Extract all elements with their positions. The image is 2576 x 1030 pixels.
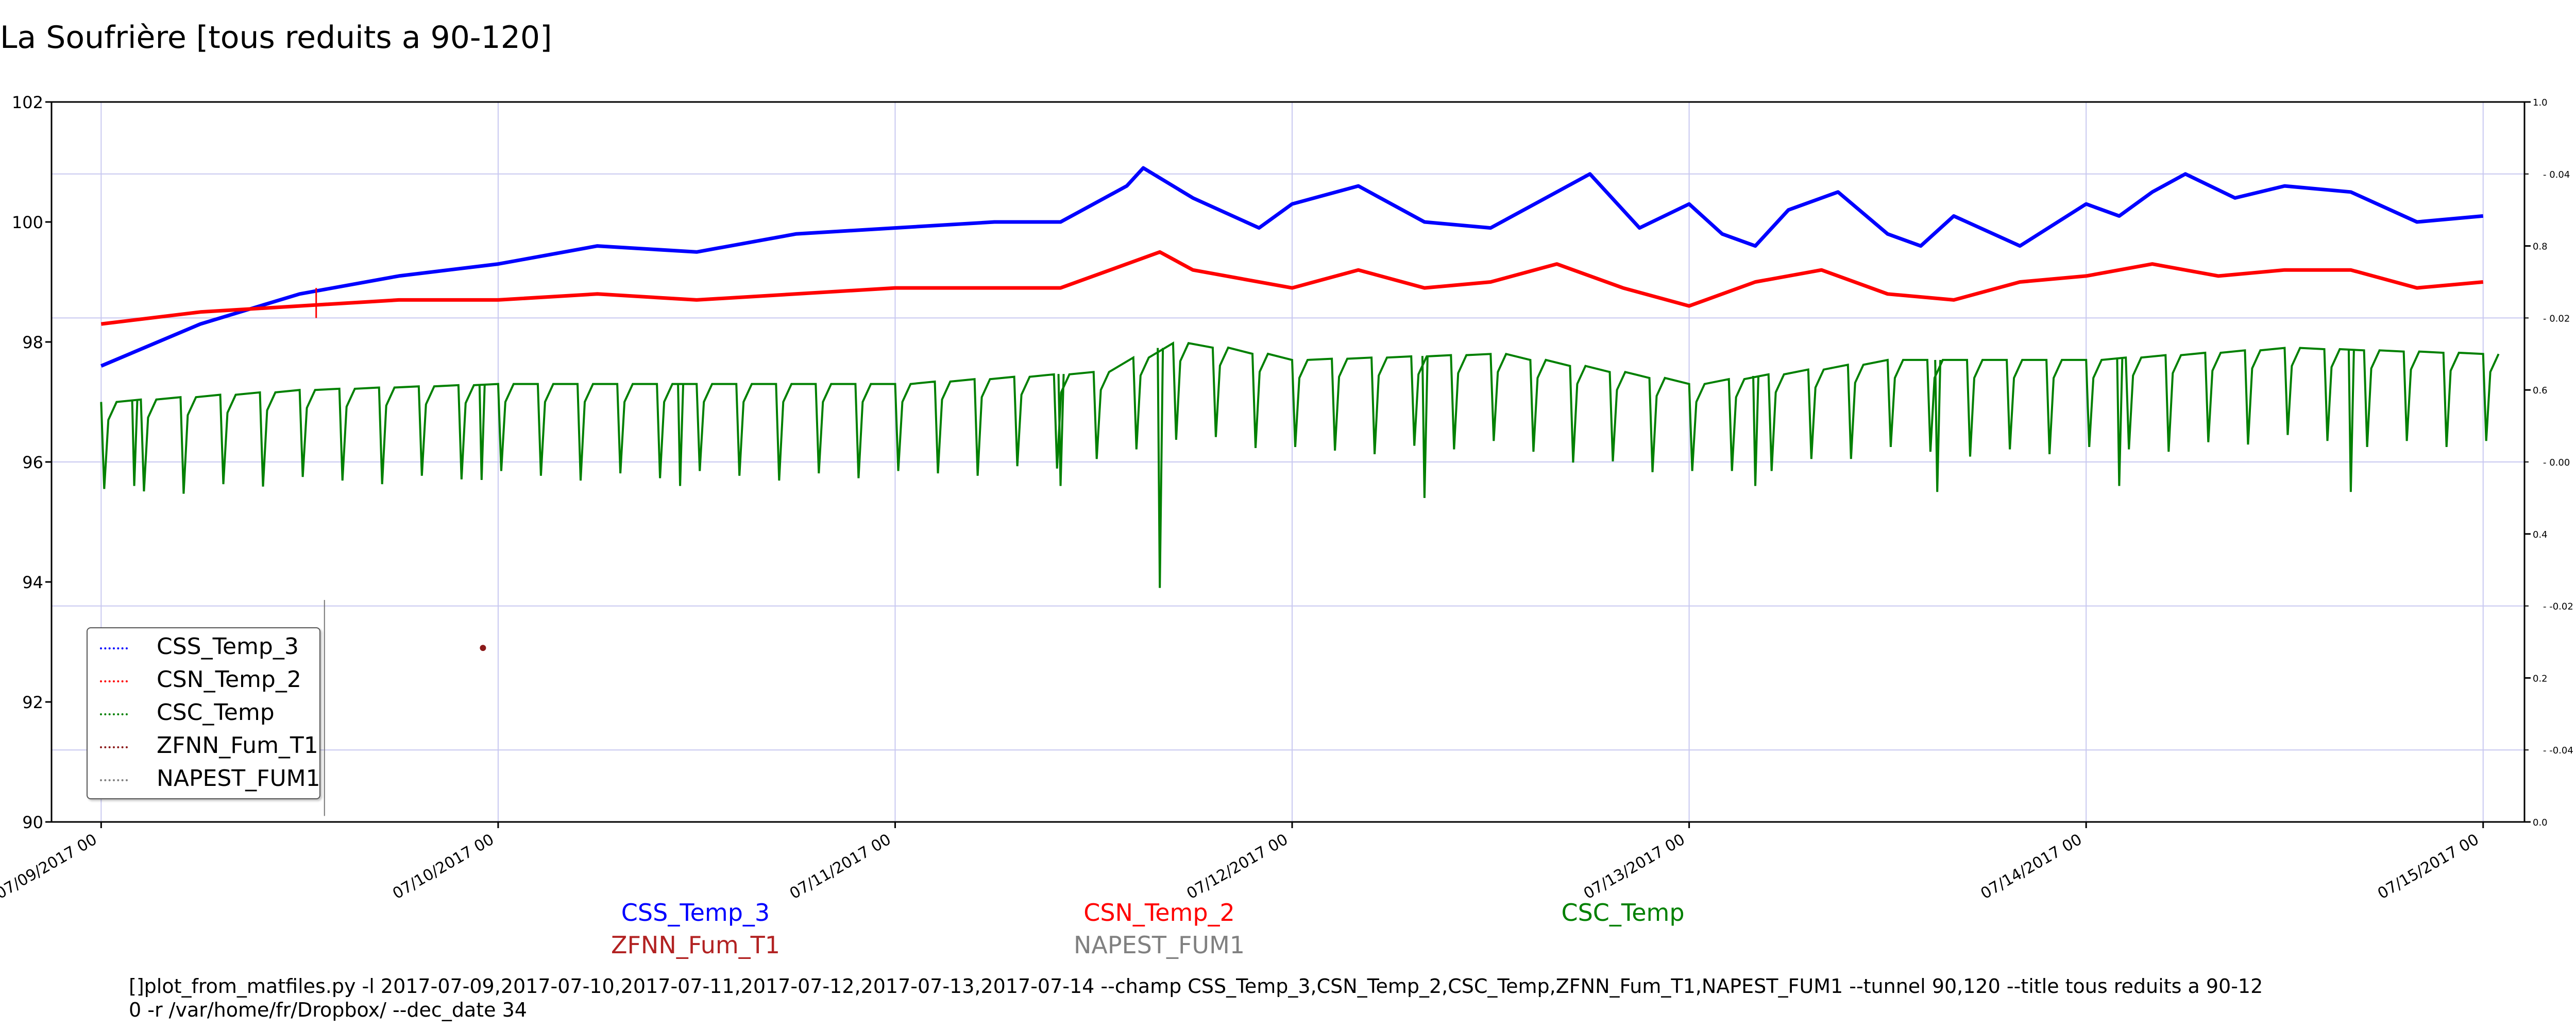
right-tick-label-secondary: - 0.00	[2543, 457, 2570, 468]
dip-point	[1752, 375, 1760, 486]
right-y-axis-primary: 0.0 0.2 0.4 0.6 0.8 1.0	[2524, 97, 2548, 828]
left-y-axis: 90 92 94 96 98 100 102	[12, 93, 52, 832]
legend-swatch	[100, 746, 128, 748]
grid-lines	[52, 102, 2524, 822]
y-tick-label: 90	[22, 813, 43, 832]
dip-point	[131, 400, 139, 486]
series-label-napest-fum1: NAPEST_FUM1	[1073, 931, 1245, 959]
x-tick-label: 07/14/2017 00	[1978, 831, 2086, 903]
dip-point	[2347, 350, 2355, 492]
command-line-text: []plot_from_matfiles.py -l 2017-07-09,20…	[129, 975, 2263, 1021]
right-tick-label-secondary: - 0.04	[2543, 169, 2570, 180]
dip-point	[1934, 359, 1942, 492]
series-label-csn-temp-2: CSN_Temp_2	[1083, 899, 1235, 926]
legend-label: ZFNN_Fum_T1	[157, 732, 318, 759]
legend-label: CSN_Temp_2	[157, 666, 301, 693]
marker-layer	[315, 288, 325, 816]
dip-point	[677, 384, 685, 486]
right-tick-label: 0.6	[2533, 385, 2548, 396]
legend-swatch	[100, 713, 128, 715]
y-tick-label: 96	[22, 453, 43, 472]
x-tick-label: 07/13/2017 00	[1581, 831, 1688, 903]
series-css-temp-3	[100, 166, 2484, 368]
x-tick-label: 07/11/2017 00	[787, 831, 894, 903]
legend-item-zfnn-fum-t1: ZFNN_Fum_T1	[88, 730, 319, 762]
series-zfnn-fum-t1	[480, 645, 486, 651]
legend-label: CSC_Temp	[157, 699, 275, 726]
right-tick-label: 0.4	[2533, 529, 2548, 540]
legend-swatch	[100, 779, 128, 781]
right-tick-label-secondary: - -0.04	[2543, 745, 2573, 756]
chart-title: La Soufrière [tous reduits a 90-120]	[0, 20, 552, 56]
legend-label: CSS_Temp_3	[157, 633, 299, 660]
x-axis: 07/09/2017 00 07/10/2017 00 07/11/2017 00 0…	[0, 822, 2484, 903]
legend-label: NAPEST_FUM1	[157, 765, 320, 792]
legend-item-css-temp-3: CSS_Temp_3	[88, 631, 319, 663]
legend-item-csn-temp-2: CSN_Temp_2	[88, 664, 319, 696]
dip-point	[478, 384, 486, 480]
y-tick-label: 98	[22, 333, 43, 352]
right-tick-label: 0.0	[2533, 817, 2548, 828]
legend-item-napest-fum1: NAPEST_FUM1	[88, 763, 320, 795]
series-csc-temp	[100, 341, 2500, 494]
right-tick-label-secondary: - 0.02	[2543, 313, 2570, 324]
legend-swatch	[100, 647, 128, 649]
legend-item-csc-temp: CSC_Temp	[88, 697, 319, 729]
x-tick-label: 07/09/2017 00	[0, 831, 100, 903]
series-csn-temp-2	[100, 250, 2484, 326]
series-label-zfnn-fum-t1: ZFNN_Fum_T1	[611, 931, 781, 959]
right-tick-label: 1.0	[2533, 97, 2548, 108]
series-layer	[98, 166, 2500, 651]
right-tick-label: 0.2	[2533, 673, 2548, 684]
series-label-css-temp-3: CSS_Temp_3	[621, 899, 770, 926]
legend-swatch	[100, 680, 128, 682]
x-tick-label: 07/12/2017 00	[1183, 831, 1291, 903]
y-tick-label: 92	[22, 693, 43, 712]
x-tick-label: 07/10/2017 00	[389, 831, 497, 903]
dip-point	[1057, 374, 1065, 486]
right-y-axis-secondary: - -0.04 - -0.02 - 0.00 - 0.02 - 0.04	[2524, 169, 2573, 756]
dip-point	[1157, 348, 1164, 588]
right-tick-label: 0.8	[2533, 242, 2548, 252]
legend: CSS_Temp_3 CSN_Temp_2 CSC_Temp ZFNN_Fum_…	[87, 627, 320, 799]
y-tick-label: 100	[12, 213, 43, 232]
dip-point	[1421, 356, 1429, 498]
dip-point	[2116, 358, 2124, 486]
x-tick-label: 07/15/2017 00	[2375, 831, 2482, 903]
series-label-csc-temp: CSC_Temp	[1561, 899, 1685, 926]
y-tick-label: 94	[22, 573, 43, 592]
right-tick-label-secondary: - -0.02	[2543, 602, 2573, 612]
y-tick-label: 102	[12, 93, 43, 112]
